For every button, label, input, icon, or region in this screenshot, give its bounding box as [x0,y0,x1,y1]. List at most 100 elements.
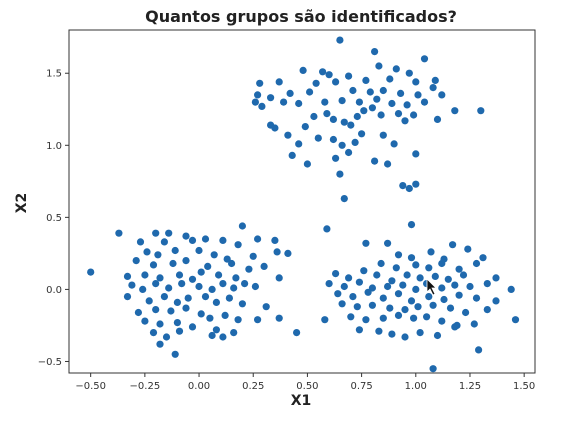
data-point [169,259,177,268]
data-point [271,236,279,244]
scatter-points [87,36,520,373]
data-point [444,275,452,283]
data-point [241,280,249,288]
data-point [425,293,433,301]
data-point [182,232,190,240]
data-point [336,36,344,44]
data-point [160,238,168,246]
data-point [212,298,220,306]
data-point [455,265,463,273]
data-point [230,329,238,337]
data-point [427,248,435,256]
data-point [334,290,342,298]
data-point [262,303,270,311]
data-point [403,101,411,109]
data-point [206,314,214,322]
data-point [466,282,474,291]
y-tick-label: 1.5 [46,69,62,80]
data-point [392,264,400,272]
data-point [208,285,216,293]
data-point [228,259,236,268]
data-point [167,307,175,315]
data-point [464,245,472,253]
data-point [412,285,420,293]
data-point [340,282,348,291]
data-point [251,282,259,291]
data-point [360,107,368,115]
data-point [132,257,140,265]
data-point [149,261,158,269]
data-point [410,314,418,322]
data-point [329,135,337,144]
data-point [156,274,164,282]
data-point [145,297,153,305]
data-point [455,291,463,299]
data-point [338,141,346,149]
data-point [431,272,439,280]
data-point [338,97,346,105]
data-point [256,79,264,87]
data-point [386,304,394,312]
data-point [451,281,459,289]
data-point [280,98,288,106]
data-point [355,98,363,106]
data-point [401,333,409,341]
data-point [416,329,424,337]
data-point [368,104,376,112]
data-point [219,280,227,288]
data-point [184,294,192,302]
data-point [388,277,396,285]
data-point [332,270,340,278]
data-point [323,110,331,118]
data-point [321,98,329,106]
data-point [245,265,253,273]
data-point [353,303,361,311]
data-point [384,239,392,247]
data-point [475,346,483,354]
data-point [321,316,329,324]
data-point [284,131,292,139]
data-point [152,229,160,237]
data-point [123,272,132,280]
data-point [232,274,240,282]
data-point [492,297,500,305]
data-point [219,333,227,341]
data-point [429,84,437,92]
data-point [258,102,266,110]
data-point [288,151,296,159]
data-point [254,91,262,99]
data-point [175,327,184,335]
data-point [379,314,387,322]
data-point [306,88,314,96]
data-point [123,293,132,301]
x-tick-label: 1.00 [405,381,427,392]
data-point [416,274,424,282]
data-point [347,121,355,129]
x-tick-label: 0.75 [350,381,372,392]
data-point [175,271,184,279]
data-point [399,182,407,190]
data-point [379,86,387,95]
data-point [414,303,422,311]
data-point [340,195,348,203]
data-point [414,91,422,99]
data-point [323,225,331,233]
data-point [405,184,413,193]
data-point [178,280,186,288]
data-point [477,107,485,115]
data-point [438,317,446,325]
data-point [412,261,420,269]
data-point [195,282,203,291]
data-point [188,275,197,283]
data-point [284,249,292,257]
data-point [407,254,416,262]
data-point [234,241,242,249]
x-tick-label: 0.00 [188,381,210,392]
data-point [394,290,403,298]
chart-title: Quantos grupos são identificados? [145,7,457,26]
data-point [399,281,407,289]
data-point [286,89,294,97]
data-point [379,294,387,302]
data-point [373,271,381,279]
